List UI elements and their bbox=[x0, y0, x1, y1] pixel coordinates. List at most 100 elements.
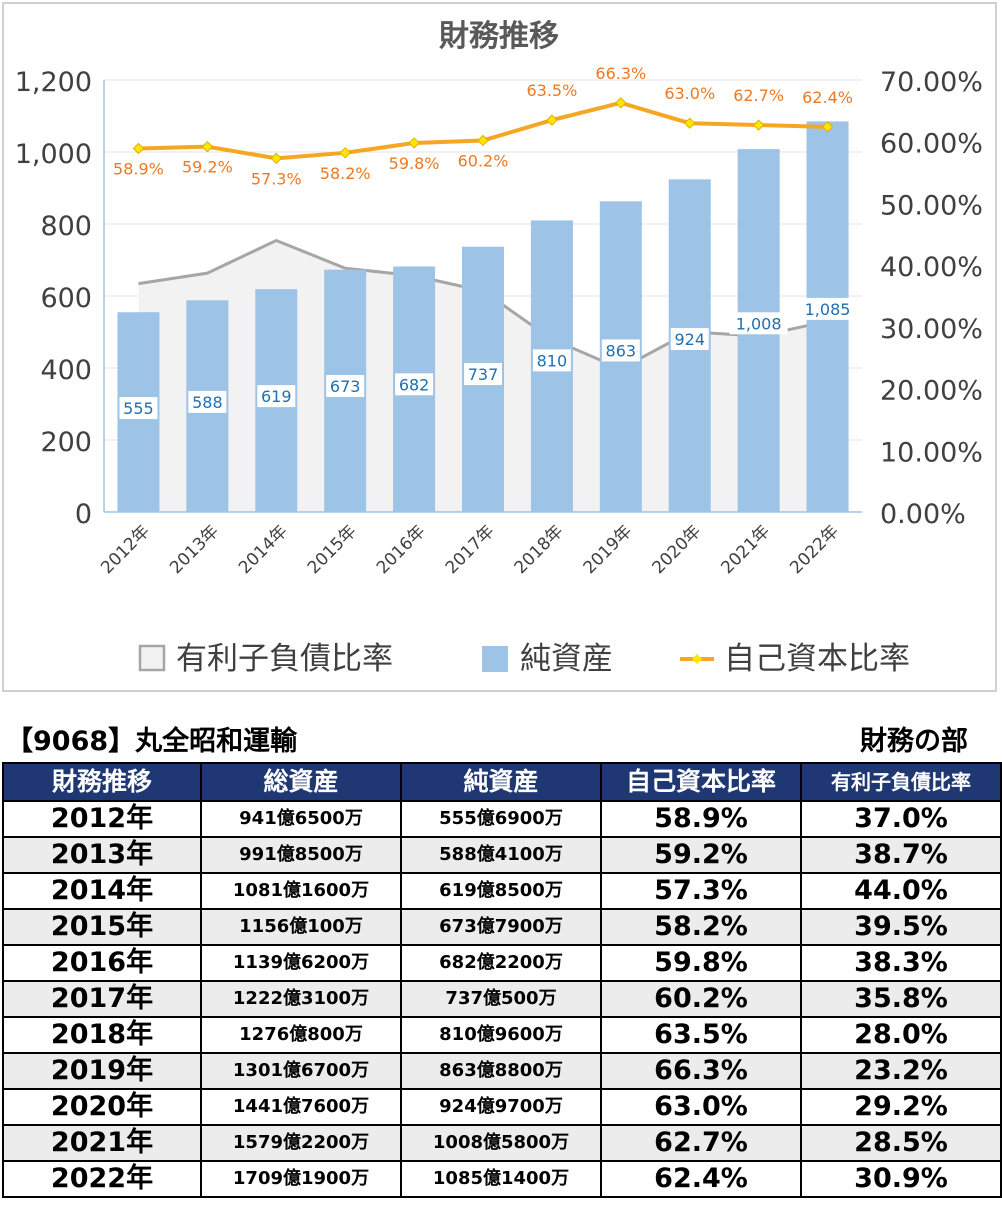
cell-equity-ratio: 58.9% bbox=[600, 800, 802, 838]
y-right-tick-label: 30.00% bbox=[880, 314, 983, 345]
net-assets-data-label: 810 bbox=[537, 351, 568, 370]
cell-total-assets: 1276億800万 bbox=[200, 1016, 402, 1054]
cell-debt-ratio: 30.9% bbox=[800, 1160, 1002, 1198]
net-assets-label-bg bbox=[798, 297, 857, 320]
cell-debt-ratio: 29.2% bbox=[800, 1088, 1002, 1126]
equity-ratio-marker bbox=[821, 121, 834, 133]
equity-ratio-marker bbox=[132, 142, 145, 155]
chart-title: 財務推移 bbox=[439, 19, 559, 54]
cell-equity-ratio: 63.0% bbox=[600, 1088, 802, 1126]
table-row: 2020年 1441億7600万 924億9700万 63.0% 29.2% bbox=[2, 1088, 1002, 1126]
financial-chart: 財務推移 0 200 400 600 800 1,000 1,200 0.00% 10.00% 20… bbox=[15, 19, 983, 677]
x-tick-label: 2012年 bbox=[97, 521, 154, 578]
cell-debt-ratio: 39.5% bbox=[800, 908, 1002, 946]
y-right-tick-label: 50.00% bbox=[880, 190, 983, 221]
cell-net-assets: 555億6900万 bbox=[400, 800, 602, 838]
cell-net-assets: 682億2200万 bbox=[400, 944, 602, 982]
cell-debt-ratio: 37.0% bbox=[800, 800, 1002, 838]
net-assets-label-bg bbox=[326, 375, 365, 398]
net-assets-data-label: 555 bbox=[123, 399, 154, 418]
section-label: 財務の部 bbox=[860, 726, 968, 757]
cell-year: 2018年 bbox=[2, 1016, 202, 1054]
header-year: 財務推移 bbox=[2, 762, 202, 802]
legend-net-assets-swatch bbox=[482, 646, 508, 672]
cell-debt-ratio: 23.2% bbox=[800, 1052, 1002, 1090]
cell-debt-ratio: 28.0% bbox=[800, 1016, 1002, 1054]
x-tick-label: 2017年 bbox=[442, 521, 499, 578]
legend-equity-ratio-marker bbox=[692, 654, 702, 664]
equity-ratio-line bbox=[138, 100, 828, 161]
heading-row: 【9068】丸全昭和運輸 財務の部 bbox=[0, 724, 1002, 760]
cell-equity-ratio: 59.8% bbox=[600, 944, 802, 982]
legend-debt-ratio-swatch bbox=[138, 644, 166, 672]
cell-debt-ratio: 44.0% bbox=[800, 872, 1002, 910]
y-right-tick-label: 20.00% bbox=[880, 376, 983, 407]
y-left-tick-label: 800 bbox=[40, 211, 92, 242]
net-assets-label-bg bbox=[257, 385, 296, 408]
cell-net-assets: 737億500万 bbox=[400, 980, 602, 1018]
table-row: 2015年 1156億100万 673億7900万 58.2% 39.5% bbox=[2, 908, 1002, 946]
cell-total-assets: 991億8500万 bbox=[200, 836, 402, 874]
net-assets-data-label: 1,085 bbox=[805, 300, 851, 319]
cell-total-assets: 941億6500万 bbox=[200, 800, 402, 838]
net-assets-label-bg bbox=[729, 312, 788, 335]
table-row: 2016年 1139億6200万 682億2200万 59.8% 38.3% bbox=[2, 944, 1002, 982]
y-left-tick-label: 1,200 bbox=[15, 67, 92, 98]
cell-debt-ratio: 38.7% bbox=[800, 836, 1002, 874]
chart-panel: 財務推移 0 200 400 600 800 1,000 1,200 0.00% 10.00% 20… bbox=[2, 2, 997, 692]
y-left-tick-label: 400 bbox=[40, 355, 92, 386]
equity-ratio-data-label: 57.3% bbox=[251, 169, 302, 188]
y-right-tick-label: 70.00% bbox=[880, 67, 983, 98]
net-assets-label-bg bbox=[188, 390, 227, 413]
x-tick-label: 2020年 bbox=[649, 521, 706, 578]
cell-net-assets: 619億8500万 bbox=[400, 872, 602, 910]
equity-ratio-marker bbox=[752, 119, 765, 131]
y-left-tick-label: 1,000 bbox=[15, 139, 92, 170]
y-right-tick-label: 60.00% bbox=[880, 129, 983, 160]
y-left-tick-label: 0 bbox=[75, 499, 92, 530]
header-net-assets: 純資産 bbox=[400, 762, 602, 802]
table-row: 2017年 1222億3100万 737億500万 60.2% 35.8% bbox=[2, 980, 1002, 1018]
cell-equity-ratio: 57.3% bbox=[600, 872, 802, 910]
table-row: 2013年 991億8500万 588億4100万 59.2% 38.7% bbox=[2, 836, 1002, 874]
net-assets-data-label: 588 bbox=[192, 393, 223, 412]
equity-ratio-data-label: 63.5% bbox=[526, 81, 577, 100]
y-right-tick-label: 0.00% bbox=[880, 499, 966, 530]
equity-ratio-marker bbox=[339, 147, 351, 159]
cell-total-assets: 1222億3100万 bbox=[200, 980, 402, 1018]
legend-net-assets-label: 純資産 bbox=[520, 641, 613, 677]
net-assets-data-label: 619 bbox=[261, 387, 292, 406]
x-tick-label: 2022年 bbox=[786, 521, 843, 578]
y-right-tick-label: 10.00% bbox=[880, 437, 983, 468]
cell-debt-ratio: 28.5% bbox=[800, 1124, 1002, 1162]
net-assets-label-bg bbox=[532, 349, 571, 372]
cell-year: 2022年 bbox=[2, 1160, 202, 1198]
cell-equity-ratio: 66.3% bbox=[600, 1052, 802, 1090]
equity-ratio-data-label: 59.8% bbox=[389, 154, 440, 173]
y-left-tick-label: 600 bbox=[40, 283, 92, 314]
header-debt-ratio: 有利子負債比率 bbox=[800, 762, 1002, 802]
cell-total-assets: 1441億7600万 bbox=[200, 1088, 402, 1126]
equity-ratio-data-label: 60.2% bbox=[458, 151, 509, 170]
table-row: 2021年 1579億2200万 1008億5800万 62.7% 28.5% bbox=[2, 1124, 1002, 1162]
x-tick-label: 2019年 bbox=[580, 521, 637, 578]
cell-year: 2013年 bbox=[2, 836, 202, 874]
net-assets-data-label: 924 bbox=[674, 330, 705, 349]
cell-year: 2019年 bbox=[2, 1052, 202, 1090]
cell-net-assets: 810億9600万 bbox=[400, 1016, 602, 1054]
equity-ratio-data-label: 59.2% bbox=[182, 158, 233, 177]
cell-debt-ratio: 35.8% bbox=[800, 980, 1002, 1018]
x-tick-label: 2014年 bbox=[235, 521, 292, 578]
net-assets-data-label: 1,008 bbox=[736, 314, 782, 333]
net-assets-data-label: 863 bbox=[606, 341, 637, 360]
cell-equity-ratio: 59.2% bbox=[600, 836, 802, 874]
table-row: 2019年 1301億6700万 863億8800万 66.3% 23.2% bbox=[2, 1052, 1002, 1090]
equity-ratio-marker bbox=[477, 134, 489, 147]
table-row: 2018年 1276億800万 810億9600万 63.5% 28.0% bbox=[2, 1016, 1002, 1054]
net-assets-data-label: 682 bbox=[399, 375, 430, 394]
cell-year: 2021年 bbox=[2, 1124, 202, 1162]
net-assets-label-bg bbox=[395, 373, 434, 396]
net-assets-data-label: 737 bbox=[468, 365, 499, 384]
cell-year: 2015年 bbox=[2, 908, 202, 946]
legend-equity-ratio-label: 自己資本比率 bbox=[724, 641, 910, 677]
